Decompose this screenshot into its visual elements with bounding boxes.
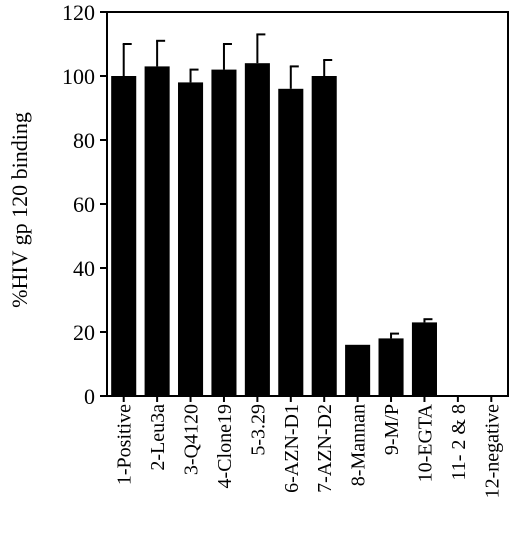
bar [144,66,170,397]
bar [178,82,204,397]
category-label: 4-Clone19 [214,404,236,488]
category-label: 5-3.29 [247,404,269,456]
y-tick-label: 20 [73,320,95,345]
category-labels: 1-Positive 2-Leu3a 3-Q4120 4-Clone19 5-3.29 6… [114,396,503,499]
category-label: 8-Mannan [348,404,370,486]
category-label: 3-Q4120 [181,404,203,475]
bar [278,88,304,397]
y-tick-label: 120 [62,0,95,25]
bar [111,76,137,396]
y-tick-label: 0 [84,384,95,409]
y-tick-label: 100 [62,64,95,89]
category-label: 10-EGTA [414,403,436,482]
y-axis-label: %HIV gp 120 binding [7,112,32,308]
category-label: 2-Leu3a [147,404,169,471]
bar [378,338,404,396]
category-label: 7-AZN-D2 [314,404,336,493]
plot-frame [106,11,509,397]
bar [311,76,337,396]
bars [111,33,437,397]
category-label: 11- 2 & 8 [448,404,470,480]
category-label: 9-M/P [381,404,403,455]
y-tick-label: 80 [73,128,95,153]
y-tick-label: 60 [73,192,95,217]
bar [345,344,371,396]
bar [244,63,270,396]
bar [211,69,237,396]
category-label: 6-AZN-D1 [281,404,303,493]
y-tick-label: 40 [73,256,95,281]
category-label: 1-Positive [114,404,136,485]
y-axis-ticks: 0 20 40 60 80 100 120 [62,0,107,409]
category-label: 12-negative [481,404,503,499]
bar [411,322,437,396]
